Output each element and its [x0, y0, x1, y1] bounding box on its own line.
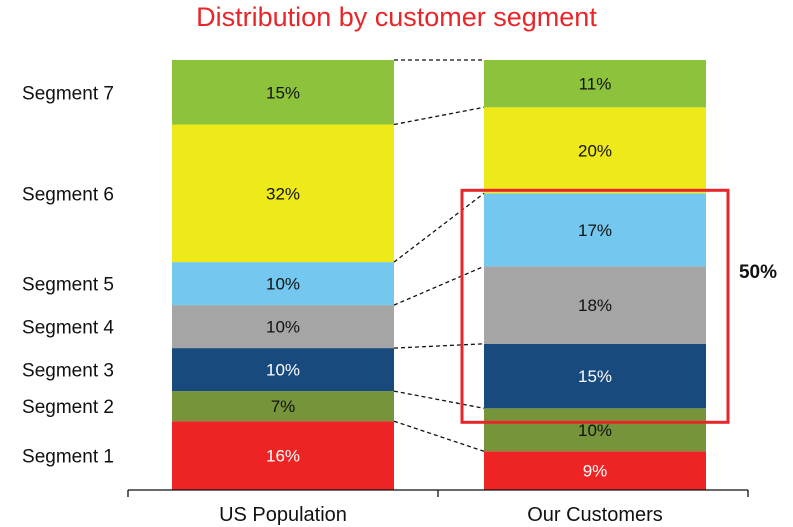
- bar-our-customers-segment-5: [484, 193, 706, 267]
- legend-label-segment-4: Segment 4: [22, 318, 114, 339]
- bar-us-population-segment-4: [172, 305, 394, 349]
- value-label-our-customers-segment-7: 11%: [579, 75, 612, 94]
- connector-line: [393, 265, 485, 306]
- legend-label-segment-5: Segment 5: [22, 275, 114, 296]
- legend-label-segment-7: Segment 7: [22, 83, 114, 104]
- legend-label-segment-6: Segment 6: [22, 184, 114, 205]
- x-tick-label-us-population: US Population: [219, 504, 347, 526]
- value-label-us-population-segment-2: 7%: [271, 397, 296, 416]
- bar-us-population-segment-2: [172, 391, 394, 422]
- connector-line: [393, 420, 485, 452]
- legend-label-segment-3: Segment 3: [22, 361, 114, 382]
- legend-label-segment-2: Segment 2: [22, 397, 114, 418]
- value-label-our-customers-segment-5: 17%: [578, 221, 612, 240]
- value-label-our-customers-segment-4: 18%: [578, 296, 612, 315]
- highlight-box: [460, 188, 730, 424]
- bar-our-customers-segment-4: [484, 266, 706, 344]
- bar-our-customers-segment-6: [484, 107, 706, 194]
- connector-line: [393, 106, 485, 126]
- value-label-us-population-segment-6: 32%: [266, 184, 300, 203]
- highlight-total-label: 50%: [739, 262, 777, 283]
- value-label-our-customers-segment-6: 20%: [578, 141, 612, 160]
- bar-us-population-segment-6: [172, 124, 394, 263]
- bar-our-customers-segment-3: [484, 343, 706, 409]
- legend-label-segment-1: Segment 1: [22, 447, 114, 468]
- bar-us-population-segment-5: [172, 262, 394, 306]
- value-label-us-population-segment-3: 10%: [266, 361, 300, 380]
- chart-title: Distribution by customer segment: [196, 2, 597, 32]
- value-label-us-population-segment-5: 10%: [266, 275, 300, 294]
- connector-line: [393, 343, 485, 349]
- value-label-us-population-segment-4: 10%: [266, 318, 300, 337]
- value-label-us-population-segment-7: 15%: [266, 83, 300, 102]
- value-label-our-customers-segment-1: 9%: [583, 462, 608, 481]
- x-tick-label-our-customers: Our Customers: [527, 504, 663, 526]
- connector-line: [393, 192, 485, 263]
- value-label-our-customers-segment-2: 10%: [578, 421, 612, 440]
- value-label-us-population-segment-1: 16%: [266, 447, 300, 466]
- value-label-our-customers-segment-3: 15%: [578, 367, 612, 386]
- bar-us-population-segment-7: [172, 60, 394, 125]
- bar-us-population-segment-1: [172, 421, 394, 490]
- bar-our-customers-segment-7: [484, 60, 706, 108]
- bar-us-population-segment-3: [172, 348, 394, 392]
- connector-line: [393, 390, 485, 409]
- bar-our-customers-segment-1: [484, 451, 706, 490]
- bar-our-customers-segment-2: [484, 408, 706, 452]
